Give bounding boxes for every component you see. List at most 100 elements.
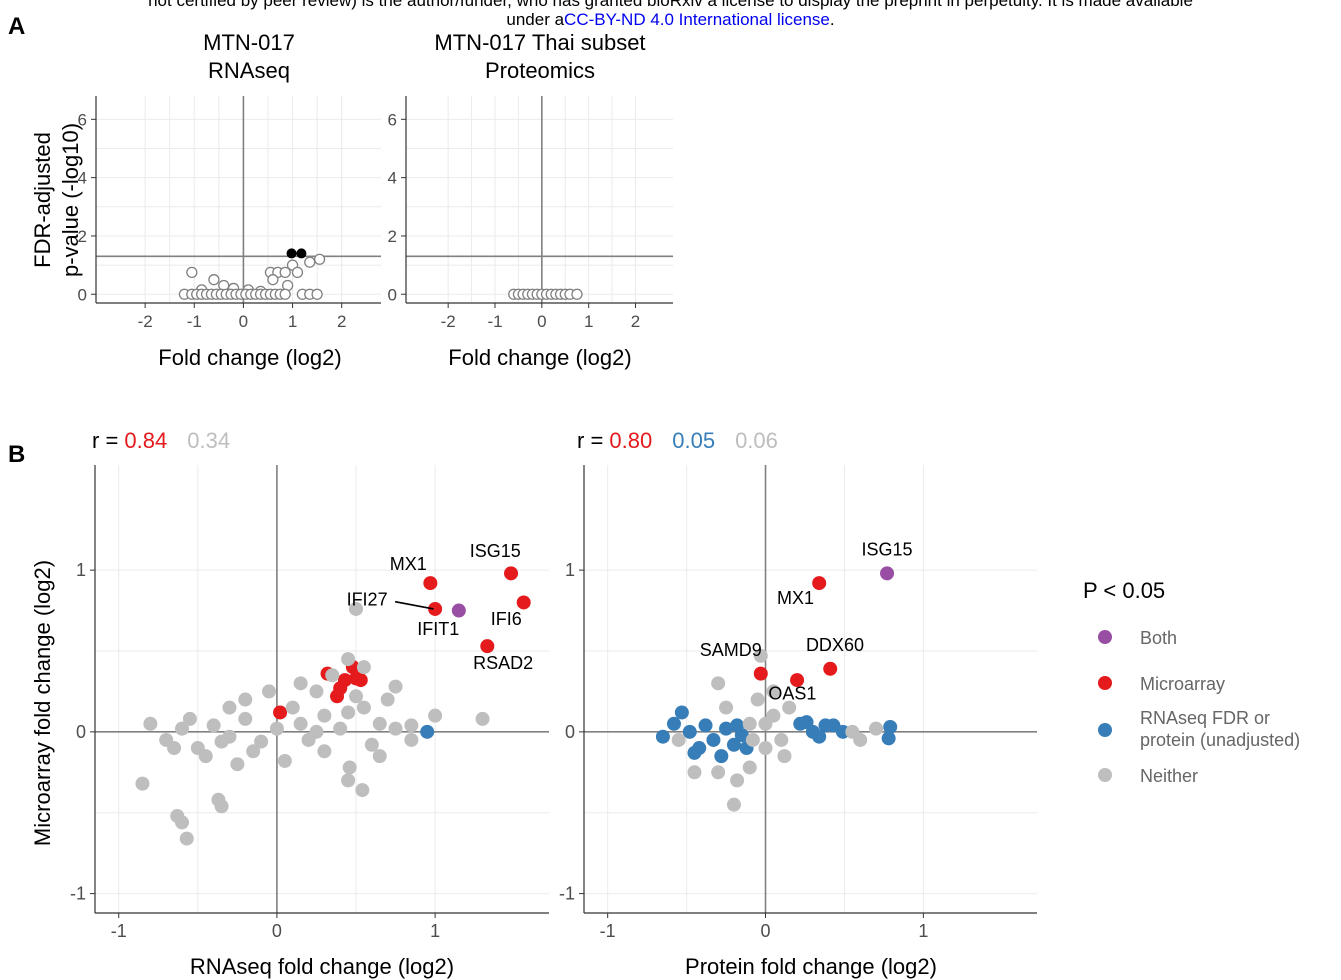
scatter-protein-r-microarray: 0.80 xyxy=(609,428,652,453)
volcano-rnaseq-point-significant xyxy=(286,248,297,259)
scatter-rnaseq-microarray-x-tick-label: 1 xyxy=(430,921,440,941)
scatter-rnaseq-microarray-gene-label: MX1 xyxy=(390,554,427,574)
scatter-rnaseq-microarray-x-tick-label: 0 xyxy=(272,921,282,941)
volcano-rnaseq-ylabel-line1: FDR-adjusted xyxy=(30,132,55,268)
scatter-rnaseq-microarray-y-tick-label: 0 xyxy=(76,722,86,742)
scatter-protein-microarray-point-microarray xyxy=(790,673,805,688)
scatter-rnaseq-microarray-point-neither xyxy=(355,783,370,798)
volcano-rnaseq-point xyxy=(279,266,291,279)
legend-key-both xyxy=(1098,630,1112,644)
scatter-rnaseq-microarray-point-neither xyxy=(143,716,158,731)
scatter-rnaseq-microarray-point-neither xyxy=(206,718,221,733)
scatter-rnaseq-microarray-point-microarray xyxy=(353,673,368,688)
scatter-rnaseq-microarray-point-neither xyxy=(317,744,332,759)
scatter-rnaseq-microarray-point-neither xyxy=(293,676,308,691)
scatter-protein-microarray-y-tick-label: 0 xyxy=(565,722,575,742)
scatter-rnaseq-microarray-point-neither xyxy=(333,721,348,736)
scatter-rnaseq-microarray-point-microarray xyxy=(423,576,438,591)
plot-layer: -2 -1 0 1 2 0 2 4 6 -2 -1 0 1 2 0 2 4 6 -1 0 1 -1 0 1 MX1 ISG15 IF… xyxy=(70,96,1037,941)
volcano-rnaseq-point xyxy=(311,288,323,300)
scatter-rnaseq-r-label: r = 0.84 0.34 xyxy=(92,428,230,453)
scatter-protein-microarray-point-neither xyxy=(782,700,797,715)
scatter-rnaseq-microarray-point-neither xyxy=(404,732,419,747)
legend-label-both: Both xyxy=(1140,628,1177,648)
scatter-rnaseq-microarray-point-neither xyxy=(380,692,395,707)
scatter-rnaseq-microarray-point-neither xyxy=(309,684,324,699)
scatter-rnaseq-microarray-point-neither xyxy=(349,601,364,616)
scatter-rnaseq-xlabel: RNAseq fold change (log2) xyxy=(190,954,454,979)
scatter-rnaseq-microarray-x-tick-label: -1 xyxy=(111,921,127,941)
scatter-protein-microarray-point-neither xyxy=(687,765,702,780)
scatter-protein-microarray-point-rnaseq_or_protein xyxy=(666,716,681,731)
scatter-rnaseq-microarray-label-connector xyxy=(394,600,434,610)
scatter-rnaseq-microarray-point-neither xyxy=(167,741,182,756)
scatter-protein-microarray-point-rnaseq_or_protein xyxy=(706,732,721,747)
scatter-rnaseq-ylabel: Microarray fold change (log2) xyxy=(30,560,55,846)
scatter-rnaseq-microarray-point-neither xyxy=(356,660,371,675)
scatter-protein-microarray-x-tick-label: 0 xyxy=(761,921,771,941)
scatter-rnaseq-microarray-point-neither xyxy=(238,692,253,707)
scatter-protein-microarray-point-neither xyxy=(719,700,734,715)
scatter-rnaseq-r-microarray: 0.84 xyxy=(124,428,167,453)
scatter-rnaseq-microarray-y-tick-label: 1 xyxy=(76,560,86,580)
volcano-rnaseq-x-tick-label: 1 xyxy=(288,312,297,331)
legend-title: P < 0.05 xyxy=(1083,578,1165,603)
scatter-rnaseq-microarray-y-tick-label: -1 xyxy=(70,884,86,904)
scatter-rnaseq-microarray-point-neither xyxy=(246,744,261,759)
preprint-notice-line1: not certified by peer review) is the aut… xyxy=(148,0,1193,10)
scatter-protein-microarray-point-neither xyxy=(869,721,884,736)
scatter-rnaseq-microarray-point-microarray xyxy=(480,639,495,654)
scatter-protein-microarray-point-rnaseq_or_protein xyxy=(687,745,702,760)
volcano-rnaseq-point-significant xyxy=(296,248,307,259)
scatter-rnaseq-microarray-point-neither xyxy=(325,668,340,683)
scatter-rnaseq-microarray-point-microarray xyxy=(330,689,345,704)
scatter-protein-microarray-gene-label: SAMD9 xyxy=(700,640,762,660)
scatter-protein-microarray-y-tick-label: 1 xyxy=(565,560,575,580)
volcano-proteomics-x-tick-label: 0 xyxy=(537,312,546,331)
scatter-rnaseq-microarray-point-neither xyxy=(372,716,387,731)
scatter-rnaseq-microarray-point-neither xyxy=(262,684,277,699)
scatter-protein-r-rnaseq-protein: 0.05 xyxy=(672,428,715,453)
scatter-rnaseq-microarray-point-neither xyxy=(175,721,190,736)
scatter-rnaseq-microarray-point-neither xyxy=(475,711,490,726)
scatter-rnaseq-microarray-point-neither xyxy=(293,716,308,731)
legend-key-neither xyxy=(1098,768,1112,782)
scatter-protein-r-prefix: r = xyxy=(577,428,609,453)
legend-label-rnaseq-protein-line2: protein (unadjusted) xyxy=(1140,730,1300,750)
license-link[interactable]: CC-BY-ND 4.0 International license xyxy=(564,10,830,29)
volcano-rnaseq-x-tick-label: -2 xyxy=(138,312,153,331)
scatter-protein-xlabel: Protein fold change (log2) xyxy=(685,954,937,979)
scatter-protein-microarray-point-rnaseq_or_protein xyxy=(881,731,896,746)
scatter-rnaseq-microarray-point-neither xyxy=(341,773,356,788)
scatter-protein-microarray-point-rnaseq_or_protein xyxy=(883,720,898,735)
scatter-rnaseq-microarray-point-both xyxy=(451,603,466,618)
scatter-rnaseq-microarray-point-neither xyxy=(342,760,357,775)
scatter-rnaseq-microarray-point-neither xyxy=(349,689,364,704)
volcano-proteomics-y-tick-label: 2 xyxy=(388,227,397,246)
preprint-notice-line2: under aCC-BY-ND 4.0 International licens… xyxy=(0,10,1341,29)
scatter-rnaseq-microarray-point-neither xyxy=(341,652,356,667)
scatter-protein-microarray-gene-label: MX1 xyxy=(777,588,814,608)
scatter-rnaseq-microarray-point-microarray xyxy=(516,595,531,610)
scatter-rnaseq-microarray-point-neither xyxy=(254,734,269,749)
scatter-rnaseq-microarray-gene-label: IFI27 xyxy=(347,590,388,610)
legend-label-neither: Neither xyxy=(1140,766,1198,786)
volcano-rnaseq-point xyxy=(267,274,279,286)
volcano-rnaseq-point xyxy=(291,266,304,279)
volcano-proteomics-point xyxy=(571,288,583,300)
volcano-proteomics-title-line1: MTN-017 Thai subset xyxy=(434,30,645,55)
legend: P < 0.05 Both Microarray RNAseq FDR or p… xyxy=(1083,578,1300,786)
scatter-protein-microarray-point-neither xyxy=(711,676,726,691)
scatter-rnaseq-microarray-point-neither xyxy=(309,724,324,739)
legend-key-rnaseq-protein xyxy=(1098,723,1112,737)
volcano-rnaseq-point xyxy=(304,256,316,268)
scatter-protein-microarray-point-neither xyxy=(777,749,792,764)
scatter-rnaseq-microarray-point-neither xyxy=(179,831,194,846)
volcano-rnaseq-y-tick-label: 0 xyxy=(78,285,87,304)
scatter-rnaseq-microarray-point-neither xyxy=(238,711,253,726)
scatter-rnaseq-microarray-gene-label: RSAD2 xyxy=(473,653,533,673)
volcano-proteomics-x-tick-label: 2 xyxy=(631,312,640,331)
scatter-protein-microarray-point-neither xyxy=(671,732,686,747)
scatter-protein-microarray-point-rnaseq_or_protein xyxy=(812,729,827,744)
